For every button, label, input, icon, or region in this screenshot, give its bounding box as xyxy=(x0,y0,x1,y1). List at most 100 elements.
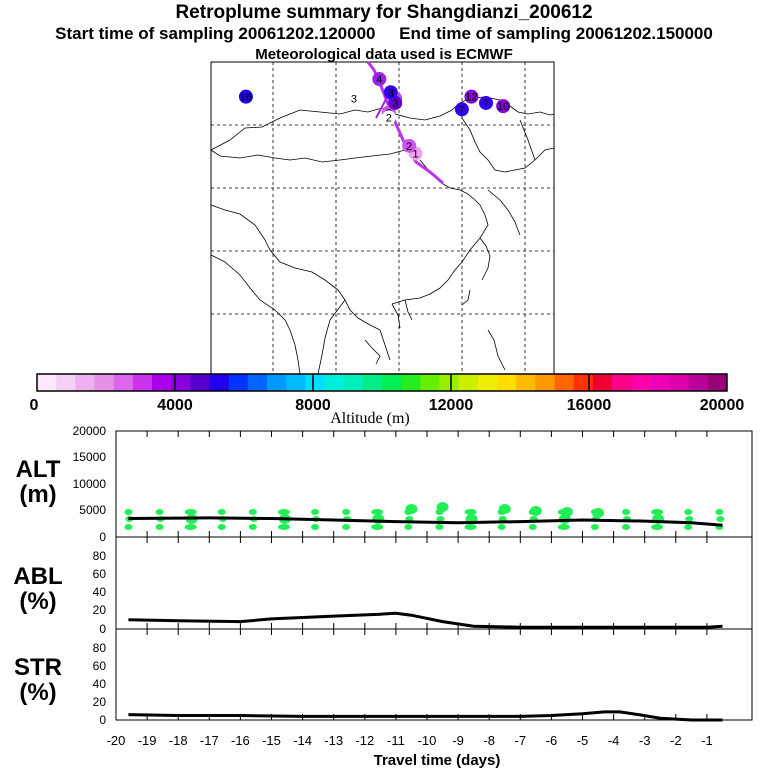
str-ytick: 80 xyxy=(93,641,107,655)
alt-spread-dot xyxy=(684,509,693,515)
plume-cluster-label: 3 xyxy=(388,87,394,99)
alt-dots xyxy=(124,502,725,530)
str-frame xyxy=(115,628,753,721)
x-tick-label: -6 xyxy=(546,733,558,748)
alt-ytick: 10000 xyxy=(73,477,107,491)
x-tick-label: -4 xyxy=(608,733,620,748)
plume-cluster-marker xyxy=(454,102,469,117)
alt-spread-dot xyxy=(184,524,197,530)
colorbar-box xyxy=(420,374,440,391)
colorbar-axis-label: Altitude (m) xyxy=(330,410,410,427)
colorbar-box xyxy=(497,374,517,391)
alt-ytick: 15000 xyxy=(73,450,107,464)
plume-cluster-label: 3 xyxy=(351,94,357,106)
plume-cluster-marker xyxy=(346,91,361,106)
alt-spread-dot xyxy=(528,524,537,530)
plume-cluster-label: 2 xyxy=(386,112,392,124)
colorbar-box xyxy=(612,374,632,391)
alt-spread-dot xyxy=(497,524,506,530)
x-tick-label: -3 xyxy=(639,733,651,748)
x-tick-label: -17 xyxy=(200,733,219,748)
alt-ytick: 0 xyxy=(99,530,106,544)
plume-cluster-marker xyxy=(381,110,396,125)
x-tick-label: -7 xyxy=(515,733,527,748)
alt-spread-dot xyxy=(464,524,477,530)
abl-panel: ABL (%) 80 60 40 20 0 xyxy=(13,536,753,636)
plume-cluster-marker xyxy=(388,95,403,110)
str-ytick: 0 xyxy=(99,713,106,727)
alt-spread-dot xyxy=(124,524,133,530)
alt-spread-dot xyxy=(622,524,631,530)
country-borders xyxy=(210,96,555,375)
plume-clusters: 12223333477121016 xyxy=(238,72,511,161)
x-tick-label: -20 xyxy=(107,733,126,748)
colorbar-box xyxy=(439,374,460,391)
str-ytick: 60 xyxy=(93,659,107,673)
alt-spread-dot xyxy=(436,516,445,522)
sampling-times: Start time of sampling 20061202.120000 E… xyxy=(0,24,768,44)
alt-spread-dot xyxy=(155,524,164,530)
alt-spread-dot xyxy=(592,508,605,518)
plume-cluster-marker xyxy=(479,95,494,110)
start-time-label: Start time of sampling 20061202.120000 xyxy=(55,24,376,43)
colorbar-box xyxy=(75,374,95,391)
plume-cluster-label: 16 xyxy=(240,92,252,104)
plume-cluster-marker xyxy=(238,89,253,104)
alt-spread-dot xyxy=(716,516,725,522)
alt-spread-dot xyxy=(155,509,164,515)
x-tick-label: -5 xyxy=(577,733,589,748)
colorbar-box xyxy=(516,374,536,391)
str-ytick: 20 xyxy=(93,695,107,709)
alt-spread-dot xyxy=(560,507,573,517)
colorbar-box xyxy=(631,374,651,391)
alt-spread-dot xyxy=(590,524,599,530)
alt-spread-dot xyxy=(464,509,477,515)
alt-spread-dot xyxy=(248,509,257,515)
colorbar-box xyxy=(573,374,594,391)
abl-label: ABL xyxy=(13,563,62,590)
str-panel: STR (%) 80 60 40 20 0 xyxy=(14,628,753,727)
plume-cluster-label: 10 xyxy=(497,101,509,113)
plume-cluster-label: 4 xyxy=(376,74,382,86)
alt-spread-dot xyxy=(311,509,320,515)
alt-spread-dot xyxy=(311,524,320,530)
plume-cluster-label: 3 xyxy=(392,98,398,110)
abl-ytick: 60 xyxy=(93,567,107,581)
x-tick-label: -16 xyxy=(231,733,250,748)
colorbar-box xyxy=(267,374,287,391)
x-axis-label: Travel time (days) xyxy=(374,752,501,768)
plume-cluster-marker xyxy=(496,99,511,114)
colorbar-box xyxy=(477,374,498,391)
alt-spread-dot xyxy=(557,524,570,530)
colorbar-box xyxy=(535,374,555,391)
abl-ytick: 0 xyxy=(99,622,106,636)
colorbar-box xyxy=(707,374,728,391)
alt-spread-dot xyxy=(404,524,413,530)
colorbar-box xyxy=(152,374,172,391)
alt-spread-dot xyxy=(184,509,197,515)
colorbar-box xyxy=(190,374,210,391)
str-series-line xyxy=(128,710,723,722)
abl-series-line xyxy=(128,611,723,629)
alt-spread-dot xyxy=(217,524,226,530)
colorbar-box xyxy=(171,374,191,391)
colorbar-box xyxy=(113,374,134,391)
abl-ytick: 40 xyxy=(93,585,107,599)
alt-spread-dot xyxy=(622,509,631,515)
x-tick-label: -13 xyxy=(324,733,343,748)
abl-unit: (%) xyxy=(19,588,56,615)
colorbar-box xyxy=(592,374,613,391)
x-axis-ticks: -20 -19 -18 -17 -16 -15 -14 -13 -12 -11 -10 -9 -8 -7 -… xyxy=(107,431,713,748)
colorbar-box xyxy=(669,374,690,391)
colorbar-tick: 8000 xyxy=(295,397,331,414)
x-tick-label: -14 xyxy=(293,733,312,748)
colorbar-box xyxy=(554,374,575,391)
alt-spread-dot xyxy=(342,524,351,530)
chart-title: Retroplume summary for Shangdianzi_20061… xyxy=(175,2,593,23)
alt-spread-dot xyxy=(124,509,133,515)
colorbar-box xyxy=(458,374,479,391)
x-tick-label: -10 xyxy=(418,733,437,748)
plume-cluster-label: 2 xyxy=(406,141,412,153)
colorbar: 0 4000 8000 12000 16000 20000 Altitude (… xyxy=(30,373,744,427)
alt-series-line xyxy=(128,516,723,527)
